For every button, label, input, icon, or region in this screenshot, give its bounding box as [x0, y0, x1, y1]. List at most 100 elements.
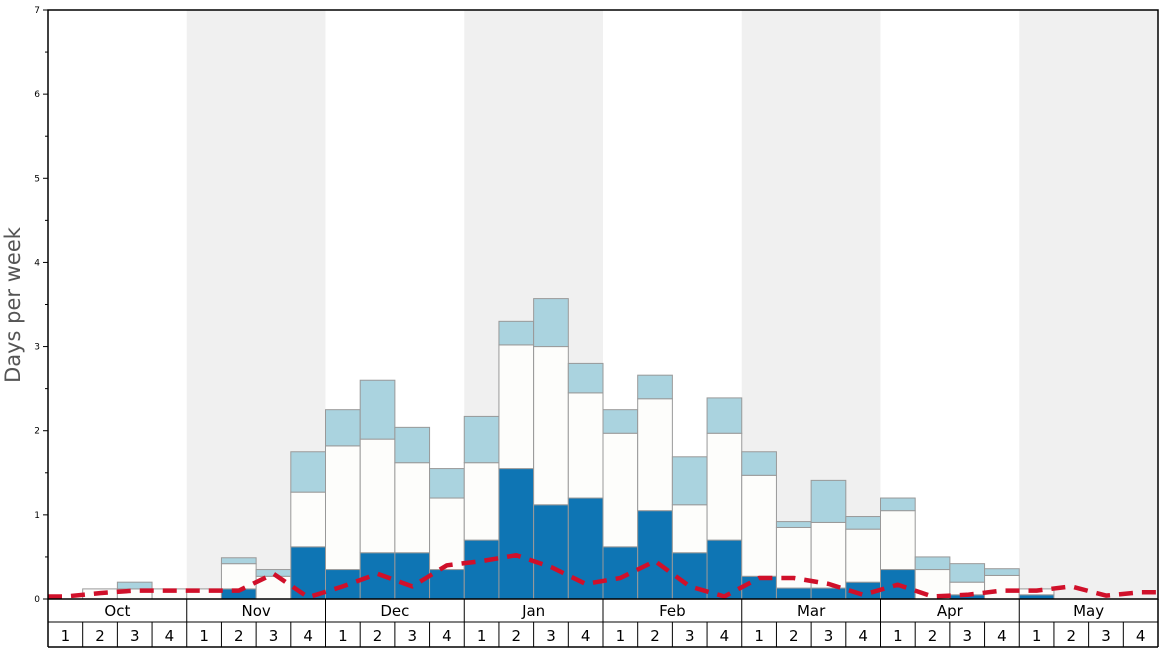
plot-frame: [47, 9, 1159, 600]
bar-segment: [533, 298, 569, 348]
y-axis: 0 1 2 3 4 5 6 7: [34, 6, 48, 605]
month-label: May: [1073, 602, 1104, 620]
week-label: 3: [407, 627, 417, 645]
bar-segment: [394, 426, 431, 464]
trend-line-path: [48, 552, 1158, 600]
week-label: 1: [616, 627, 626, 645]
week-label: 3: [962, 627, 972, 645]
month-band-may: [1019, 10, 1158, 599]
bar-segment: [290, 491, 326, 548]
bar-segment: [984, 574, 1020, 600]
week-label: 2: [373, 627, 383, 645]
bar-segment: [325, 409, 361, 447]
y-tick-label: 2: [34, 427, 40, 437]
week-label: 1: [338, 627, 348, 645]
bar-segment: [567, 362, 604, 394]
bar-segment: [984, 568, 1020, 576]
bar-segment: [567, 392, 604, 499]
y-tick-label: 5: [34, 174, 40, 184]
bar-segment: [498, 468, 535, 600]
bar-segment: [602, 409, 639, 434]
bar-segment: [671, 456, 708, 506]
bar-segment: [116, 581, 153, 590]
month-label: Jan: [521, 602, 545, 620]
y-tick-label: 6: [34, 90, 40, 100]
week-label: 4: [581, 627, 591, 645]
bar-segment: [463, 415, 500, 464]
week-label: 3: [685, 627, 695, 645]
month-label: Apr: [937, 602, 964, 620]
bar-segment: [359, 379, 396, 440]
bar-segment: [429, 468, 465, 499]
week-label: 3: [269, 627, 279, 645]
bar-segment: [810, 521, 847, 589]
y-tick-label: 0: [34, 595, 40, 605]
bar-segment: [602, 432, 639, 548]
week-label: 4: [303, 627, 313, 645]
bar-segment: [880, 510, 916, 571]
week-label: 4: [720, 627, 730, 645]
week-label: 4: [997, 627, 1007, 645]
bar-segment: [706, 397, 743, 434]
y-tick-label: 1: [34, 511, 40, 521]
week-label: 2: [234, 627, 244, 645]
week-label: 3: [546, 627, 556, 645]
week-label: 1: [199, 627, 209, 645]
bar-segment: [775, 587, 812, 600]
bar-segment: [949, 563, 986, 583]
bar-segment: [706, 432, 743, 541]
y-axis-label: Days per week: [1, 226, 25, 383]
bar-segment: [845, 516, 881, 530]
y-tick-label: 4: [34, 258, 40, 268]
bar-segment: [602, 546, 639, 600]
bar-segment: [394, 462, 431, 554]
bar-segment: [498, 320, 535, 346]
week-label: 2: [928, 627, 938, 645]
week-label: 4: [1136, 627, 1146, 645]
week-label: 2: [95, 627, 105, 645]
bar-segment: [290, 451, 326, 493]
week-label: 3: [824, 627, 834, 645]
bar-segment: [775, 521, 812, 528]
bar-segment: [810, 587, 847, 600]
week-label: 2: [789, 627, 799, 645]
week-label: 1: [477, 627, 487, 645]
month-label: Mar: [797, 602, 826, 620]
y-tick-label: 7: [34, 6, 40, 16]
bar-segment: [220, 563, 257, 590]
bar-segment: [741, 474, 777, 577]
month-label: Nov: [241, 602, 270, 620]
bar-segment: [706, 539, 743, 600]
month-label: Oct: [104, 602, 130, 620]
bar-segment: [741, 451, 777, 476]
bar-segment: [220, 557, 257, 565]
bar-segment: [810, 479, 847, 523]
trend-line: [48, 552, 1158, 600]
bar-segment: [394, 552, 431, 600]
month-label: Feb: [659, 602, 686, 620]
bar-segment: [637, 510, 673, 600]
x-axis: Oct 1 2 3 4 Nov 1 2 3 4 Dec 1 2 3 4 Jan 1 2 3 4 Feb 1 2 3 4 Mar 1 2…: [47, 599, 1159, 648]
bar-segment: [914, 556, 951, 571]
bar-segment: [637, 374, 673, 400]
y-tick-label: 3: [34, 343, 40, 353]
bar-segment: [498, 344, 535, 470]
bar-segment: [533, 346, 569, 506]
bar-segment: [880, 497, 916, 512]
week-label: 3: [130, 627, 140, 645]
bar-segment: [429, 497, 465, 571]
bar-segment: [359, 438, 396, 554]
week-label: 4: [858, 627, 868, 645]
week-label: 1: [1032, 627, 1042, 645]
week-label: 4: [165, 627, 175, 645]
bar-segment: [845, 528, 881, 583]
week-label: 2: [650, 627, 660, 645]
week-label: 3: [1101, 627, 1111, 645]
week-label: 4: [442, 627, 452, 645]
bar-segment: [637, 398, 673, 512]
week-label: 1: [893, 627, 903, 645]
bar-segment: [429, 569, 465, 600]
bar-segment: [533, 504, 569, 600]
month-label: Dec: [380, 602, 409, 620]
